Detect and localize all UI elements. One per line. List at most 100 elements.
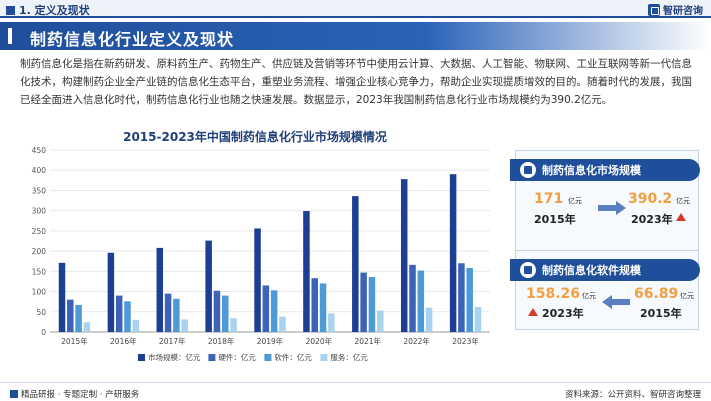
bar-chart: 0 50 100 150 200 250 300 350 400 450 2015年 2016年 201… (32, 146, 490, 362)
up-arrow-icon (676, 213, 686, 221)
card-left-year: 2015年 (534, 213, 576, 226)
bar (303, 211, 310, 332)
bar (67, 299, 74, 332)
legend-label: 硬件：亿元 (218, 352, 256, 362)
bar (376, 310, 384, 332)
legend-swatch (320, 354, 328, 361)
title-accent (8, 28, 12, 44)
card-right-value: 66.89 (634, 286, 679, 302)
title-band: 制药信息化行业定义及现状 (0, 22, 711, 50)
bar (352, 196, 359, 332)
bar (400, 179, 408, 332)
bar (205, 240, 212, 332)
bar (107, 252, 115, 332)
footer: 精品研报 · 专题定制 · 产研服务 资料来源：公开资料、智研咨询整理 (0, 382, 711, 401)
footer-source: 资料来源：公开资料、智研咨询整理 (564, 390, 701, 400)
x-tick-label: 2022年 (403, 336, 430, 346)
bar (270, 290, 278, 332)
arrow-left-icon (602, 295, 630, 309)
card-right-year: 2023年 (631, 213, 673, 226)
x-tick-label: 2016年 (110, 336, 137, 346)
bar (83, 322, 91, 332)
bar (173, 298, 180, 332)
bar (425, 307, 433, 332)
bar (449, 174, 457, 332)
legend-swatch (138, 354, 145, 361)
legend-label: 软件：亿元 (274, 352, 312, 362)
y-tick-label: 200 (32, 247, 47, 256)
bar (311, 278, 318, 332)
bar (458, 263, 465, 332)
bar (409, 264, 416, 332)
footer-icon (10, 390, 18, 398)
legend-swatch (208, 354, 216, 361)
bar (58, 262, 66, 332)
y-tick-label: 350 (32, 186, 47, 195)
card-left-unit: 亿元 (582, 292, 596, 300)
chart-icon (520, 262, 536, 278)
section-text: 1. 定义及现状 (19, 4, 90, 17)
y-tick-label: 0 (41, 328, 46, 337)
x-tick-label: 2017年 (159, 336, 186, 346)
y-tick-label: 50 (36, 308, 46, 317)
section-label: 1. 定义及现状 (6, 2, 90, 18)
up-arrow-icon (528, 308, 538, 316)
bar (262, 285, 270, 332)
footer-left: 精品研报 · 专题定制 · 产研服务 (10, 388, 139, 400)
x-tick-label: 2021年 (354, 336, 381, 346)
bar (132, 319, 140, 332)
page-title: 制药信息化行业定义及现状 (30, 30, 235, 49)
bar (124, 301, 131, 332)
bar (279, 316, 286, 332)
logo-icon (648, 3, 660, 16)
x-tick-label: 2023年 (452, 336, 479, 346)
bar (164, 293, 172, 332)
chart-icon (520, 162, 536, 178)
bar (222, 295, 229, 332)
intro-paragraph: 制药信息化是指在新药研发、原料药生产、药物生产、供应链及营销等环节中使用云计算、… (20, 58, 692, 106)
card-left-value: 158.26 (526, 286, 581, 302)
card-title: 制药信息化软件规模 (542, 264, 641, 277)
card-right-value: 390.2 (628, 191, 673, 207)
card-title: 制药信息化市场规模 (542, 164, 641, 177)
footer-left-text: 精品研报 · 专题定制 · 产研服务 (21, 390, 140, 400)
x-tick-label: 2018年 (208, 336, 235, 346)
card-right-year: 2015年 (640, 307, 682, 320)
y-tick-label: 100 (32, 288, 47, 297)
bar (466, 267, 473, 332)
logo-text: 智研咨询 (663, 6, 703, 17)
bar (254, 228, 261, 332)
card-left-year: 2023年 (542, 307, 584, 320)
bar (230, 318, 237, 332)
card-right-unit: 亿元 (676, 197, 690, 205)
software-size-card: 制药信息化软件规模 158.26 亿元 2023年 66.89 亿元 2015年 (510, 250, 700, 330)
bar (360, 272, 367, 332)
x-tick-label: 2020年 (306, 336, 333, 346)
bar (474, 306, 482, 332)
top-bar: 1. 定义及现状 智研咨询 (0, 0, 711, 18)
square-icon (6, 6, 15, 15)
card-left-value: 171 (534, 191, 564, 207)
bar (156, 247, 164, 332)
card-left-unit: 亿元 (568, 197, 582, 205)
bar (328, 313, 335, 332)
x-tick-label: 2015年 (61, 336, 88, 346)
bar (368, 276, 376, 332)
bar (75, 304, 82, 332)
y-tick-label: 300 (32, 207, 47, 216)
bar (213, 290, 221, 332)
legend-label: 市场规模：亿元 (148, 352, 201, 362)
chart-title: 2015-2023年中国制药信息化行业市场规模情况 (123, 130, 387, 144)
bar (181, 319, 188, 332)
card-right-unit: 亿元 (680, 292, 694, 300)
card-header: 制药信息化市场规模 (510, 159, 700, 181)
market-size-card: 制药信息化市场规模 171 亿元 2015年 390.2 亿元 2023年 (510, 150, 700, 258)
bar (319, 283, 327, 332)
y-tick-label: 450 (32, 146, 47, 155)
legend-label: 服务：亿元 (330, 352, 368, 362)
brand-logo: 智研咨询 (648, 2, 703, 17)
y-tick-label: 400 (32, 166, 47, 175)
arrow-right-icon (598, 201, 626, 215)
bar (417, 270, 425, 332)
card-header: 制药信息化软件规模 (510, 259, 700, 281)
